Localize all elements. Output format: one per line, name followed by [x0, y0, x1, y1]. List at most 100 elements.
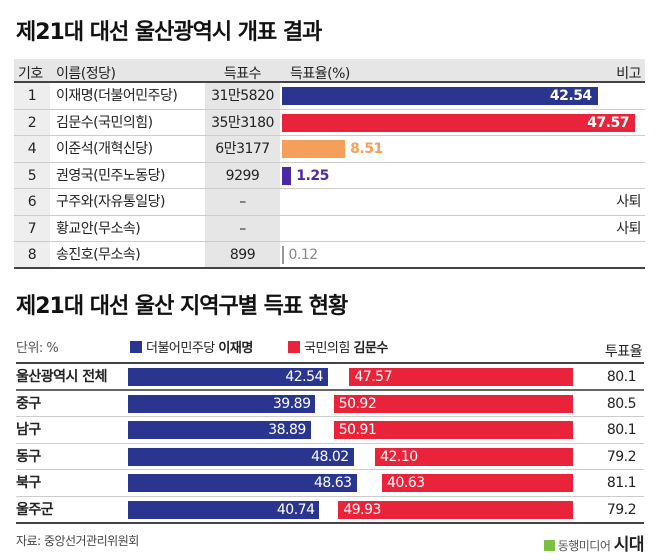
candidate-no: 4	[14, 136, 50, 162]
header-note: 비고	[616, 66, 641, 82]
candidate-name: 김문수(국민의힘)	[56, 114, 153, 131]
dem-bar	[128, 421, 311, 440]
logo-brand: 시대	[613, 535, 645, 555]
candidate-name: 황교안(무소속)	[56, 220, 141, 237]
region-row: 울산광역시 전체 42.54 47.57 80.1	[16, 364, 644, 391]
dem-bar	[128, 394, 316, 413]
candidate-name: 구주와(자유통일당)	[56, 194, 165, 210]
dem-value: 39.89	[272, 395, 311, 412]
region-name: 남구	[16, 422, 41, 439]
candidate-name: 이재명(더불어민주당)	[56, 88, 178, 104]
table-row: 4 이준석(개혁신당) 6만3177 8.51	[14, 136, 645, 163]
legend-party: 더불어민주당	[146, 341, 215, 356]
pct-label: 47.57	[587, 114, 629, 131]
results-table: 기호 이름(정당) 득표수 득표율(%) 비고 1 이재명(더불어민주당) 31…	[14, 59, 645, 269]
legend: 단위: % 더불어민주당 이재명 국민의힘 김문수 투표율	[16, 337, 644, 360]
logo: 동행미디어 시대	[543, 530, 645, 555]
ppp-value: 42.10	[380, 448, 418, 465]
title-results: 제21대 대선 울산광역시 개표 결과	[16, 20, 322, 45]
dem-value: 40.74	[276, 501, 315, 518]
note: 사퇴	[616, 194, 641, 210]
turnout-value: 81.1	[606, 475, 637, 492]
pct-label: 42.54	[549, 88, 592, 104]
unit-label: 단위: %	[16, 341, 59, 356]
vote-count: 9299	[205, 162, 280, 188]
legend-name: 이재명	[218, 341, 253, 356]
pct-label: 8.51	[350, 141, 383, 157]
region-row: 북구 48.63 40.63 81.1	[16, 470, 644, 497]
candidate-no: 7	[14, 215, 50, 241]
header-pct: 득표율(%)	[290, 66, 350, 82]
table-row: 6 구주와(자유통일당) – 사퇴	[14, 189, 645, 216]
logo-icon	[543, 540, 555, 551]
turnout-value: 79.2	[606, 448, 637, 465]
ppp-value: 50.91	[338, 422, 377, 439]
candidate-no: 6	[14, 189, 50, 215]
ppp-value: 50.92	[338, 395, 377, 412]
dem-bar	[128, 368, 328, 386]
dem-bar	[128, 447, 354, 466]
ppp-bar	[382, 474, 573, 493]
candidate-name: 이준석(개혁신당)	[56, 141, 153, 157]
dem-value: 42.54	[285, 369, 323, 385]
region-chart: 울산광역시 전체 42.54 47.57 80.1 중구 39.89 50.92 …	[16, 362, 644, 524]
candidate-no: 2	[14, 109, 50, 135]
legend-party: 국민의힘	[304, 341, 350, 356]
region-row: 중구 39.89 50.92 80.5	[16, 391, 644, 418]
ppp-bar	[338, 500, 573, 519]
note: 사퇴	[616, 220, 641, 237]
header-votes: 득표수	[223, 66, 262, 82]
dem-value: 48.63	[313, 475, 352, 492]
table-row: 5 권영국(민주노동당) 9299 1.25	[14, 162, 645, 189]
table-header: 기호 이름(정당) 득표수 득표율(%) 비고	[14, 59, 645, 83]
turnout-value: 80.1	[606, 422, 637, 439]
dem-bar	[128, 474, 357, 493]
region-name: 북구	[16, 475, 41, 492]
pct-label: 0.12	[288, 247, 319, 263]
region-row: 남구 38.89 50.91 80.1	[16, 417, 644, 444]
turnout-header: 투표율	[604, 344, 643, 360]
legend-name: 김문수	[353, 341, 388, 356]
turnout-value: 80.5	[606, 395, 637, 412]
candidate-name: 송진호(무소속)	[56, 247, 141, 263]
header-no: 기호	[18, 66, 43, 82]
table-row: 8 송진호(무소속) 899 0.12	[14, 242, 645, 269]
ppp-bar	[375, 447, 573, 466]
vote-count: 31만5820	[205, 83, 280, 109]
vote-count: 35만3180	[205, 109, 280, 135]
table-row: 2 김문수(국민의힘) 35만3180 47.57	[14, 109, 645, 136]
vote-count: –	[205, 215, 280, 241]
ppp-bar	[333, 394, 573, 413]
table-row: 7 황교안(무소속) – 사퇴	[14, 215, 645, 242]
pct-bar	[282, 113, 635, 132]
ppp-value: 49.93	[343, 501, 381, 518]
logo-text: 동행미디어	[557, 539, 611, 553]
ppp-value: 40.63	[387, 475, 425, 492]
ppp-bar	[349, 368, 573, 386]
dem-bar	[128, 500, 320, 519]
region-name: 중구	[16, 395, 41, 412]
vote-count: 899	[205, 242, 280, 267]
candidate-no: 5	[14, 162, 50, 188]
table-row: 1 이재명(더불어민주당) 31만5820 42.54	[14, 83, 645, 110]
vote-count: 6만3177	[205, 136, 280, 162]
candidate-no: 1	[14, 83, 50, 109]
legend-swatch	[130, 341, 142, 353]
ppp-bar	[333, 421, 573, 440]
legend-swatch	[288, 341, 300, 353]
turnout-value: 79.2	[606, 501, 637, 518]
turnout-value: 80.1	[606, 369, 637, 385]
source: 자료: 중앙선거관리위원회	[16, 534, 139, 548]
candidate-no: 8	[14, 242, 50, 267]
header-name: 이름(정당)	[56, 66, 116, 82]
region-row: 울주군 40.74 49.93 79.2	[16, 497, 644, 524]
title-regions: 제21대 대선 울산 지역구별 득표 현황	[16, 294, 348, 319]
candidate-name: 권영국(민주노동당)	[56, 167, 165, 184]
region-name: 울주군	[16, 501, 54, 518]
pct-bar	[282, 246, 284, 264]
pct-bar	[282, 166, 292, 185]
pct-bar	[282, 140, 346, 158]
dem-value: 38.89	[268, 422, 306, 439]
legend-item-dem: 더불어민주당 이재명	[130, 337, 253, 356]
pct-bar	[282, 87, 598, 105]
